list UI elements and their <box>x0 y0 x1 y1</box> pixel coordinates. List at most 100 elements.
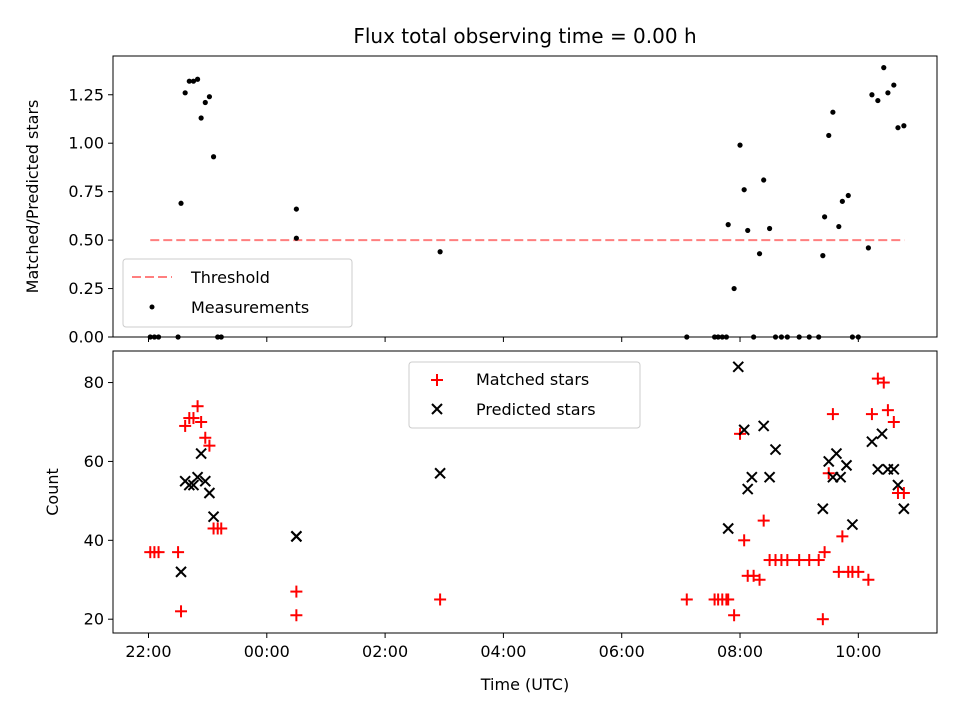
measurement-point <box>830 109 836 115</box>
top-y-tick-label: 0.00 <box>68 328 104 347</box>
measurement-point <box>845 192 851 199</box>
measurement-point <box>766 225 773 232</box>
matched-star-point <box>781 554 794 567</box>
top-y-tick-label: 0.25 <box>68 279 104 298</box>
measurement-point <box>190 78 197 84</box>
x-tick-label: 02:00 <box>362 642 408 661</box>
measurement-point <box>820 253 826 259</box>
measurement-point <box>293 235 299 241</box>
top-axes-frame <box>112 55 938 338</box>
x-tick-label: 00:00 <box>244 642 290 661</box>
top-y-tick-label: 0.75 <box>68 182 104 201</box>
top-y-axis-label: Matched/Predicted stars <box>23 100 42 294</box>
legend-predicted-swatch <box>431 403 443 415</box>
matched-star-point <box>881 404 894 417</box>
predicted-star-point <box>290 530 303 543</box>
predicted-star-point <box>207 510 220 523</box>
measurement-point <box>822 214 828 220</box>
matched-star-point <box>179 419 192 432</box>
x-axis-label: Time (UTC) <box>480 675 569 694</box>
bottom-axes-frame <box>112 350 938 634</box>
measurement-point <box>731 285 737 292</box>
measurement-point <box>437 249 443 255</box>
bottom-legend: Matched stars Predicted stars <box>408 361 641 429</box>
bottom-y-tick-label: 60 <box>84 452 104 471</box>
predicted-star-point <box>199 475 211 487</box>
matched-star-point <box>862 573 875 586</box>
matched-star-point <box>152 546 165 559</box>
predicted-star-point <box>898 503 910 515</box>
matched-star-point <box>812 554 825 567</box>
legend-measurements-swatch <box>149 304 155 310</box>
legend-plus-marker <box>431 374 443 386</box>
matched-star-point <box>203 439 216 452</box>
predicted-star-point <box>191 471 204 483</box>
ratio-panel: Flux total observing time = 0.00 h 0.00 0… <box>23 24 938 347</box>
matched-star-point <box>199 431 212 444</box>
matched-star-point <box>852 565 865 578</box>
x-tick-label: 06:00 <box>599 642 645 661</box>
bottom-y-tick-label: 40 <box>84 531 104 550</box>
predicted-star-point <box>722 522 734 535</box>
matched-star-point <box>816 613 829 626</box>
predicted-star-point <box>872 463 884 476</box>
predicted-star-point <box>892 479 904 491</box>
matched-star-point <box>722 593 735 606</box>
measurement-point <box>737 142 743 148</box>
measurement-point <box>869 92 875 98</box>
measurement-point <box>182 90 188 96</box>
top-legend-box <box>122 258 353 328</box>
matched-star-point <box>836 530 849 543</box>
top-y-tick-label: 0.50 <box>68 231 104 250</box>
measurement-point <box>741 187 747 193</box>
measurement-point <box>761 177 767 183</box>
predicted-star-point <box>434 467 446 479</box>
matched-star-point <box>865 408 878 421</box>
matched-star-point <box>757 514 770 527</box>
bottom-y-tick-label: 80 <box>84 373 104 392</box>
measurement-point <box>756 251 763 257</box>
predicted-star-point <box>175 566 187 578</box>
x-tick-label: 04:00 <box>480 642 526 661</box>
predicted-star-point <box>738 424 750 436</box>
measurement-point <box>178 200 184 206</box>
measurement-point <box>901 123 907 129</box>
matched-star-point <box>215 522 228 535</box>
measurement-point <box>895 125 901 131</box>
predicted-star-point <box>840 459 853 472</box>
top-legend: Threshold Measurements <box>122 258 353 328</box>
chart-title: Flux total observing time = 0.00 h <box>353 24 696 48</box>
bottom-y-tick-label: 20 <box>84 610 104 629</box>
measurement-point <box>725 222 731 228</box>
predicted-star-point <box>866 436 878 448</box>
measurement-point <box>210 154 217 160</box>
x-tick-label: 10:00 <box>835 642 881 661</box>
measurement-point <box>881 65 887 71</box>
matched-star-point <box>290 585 303 598</box>
legend-measurements-label: Measurements <box>191 298 309 317</box>
legend-threshold-label: Threshold <box>190 268 270 287</box>
predicted-star-point <box>195 447 207 460</box>
predicted-star-point <box>203 487 216 499</box>
predicted-star-point <box>757 420 770 432</box>
bottom-y-axis-label: Count <box>43 468 62 516</box>
measurement-point <box>206 94 213 100</box>
predicted-star-point <box>742 483 754 495</box>
matched-star-point <box>818 546 831 559</box>
matched-star-point <box>172 546 185 559</box>
predicted-star-point <box>876 428 888 440</box>
predicted-star-point <box>834 471 847 483</box>
predicted-star-point <box>187 479 200 491</box>
predicted-star-point <box>763 471 776 483</box>
measurement-point <box>836 223 842 230</box>
matched-star-point <box>187 412 200 425</box>
predicted-star-point <box>732 361 744 373</box>
bottom-legend-box <box>408 361 641 429</box>
measurement-point <box>885 90 891 96</box>
predicted-star-point <box>817 503 829 515</box>
x-tick-label: 22:00 <box>125 642 171 661</box>
measurement-point <box>745 227 751 234</box>
matched-star-point <box>175 605 188 618</box>
matched-star-point <box>793 554 806 567</box>
